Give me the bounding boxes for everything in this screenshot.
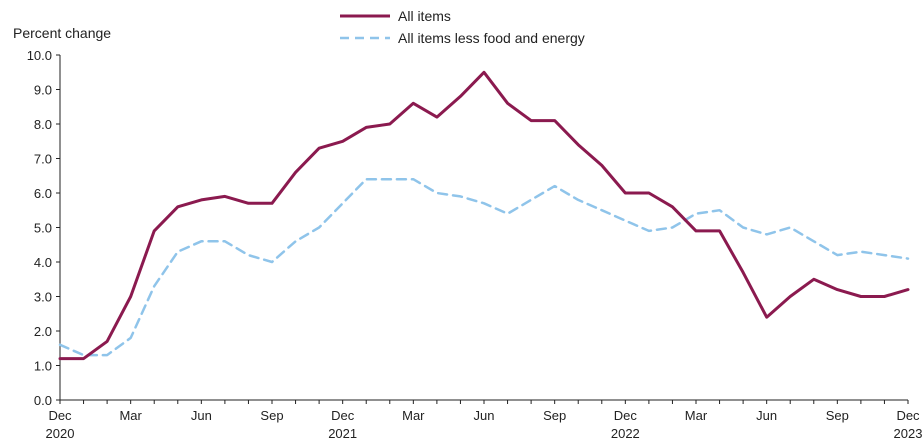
x-tick-label: Mar <box>119 408 142 423</box>
x-tick-label: Dec <box>331 408 355 423</box>
series-line-core <box>58 177 910 357</box>
x-tick-year-label: 2023 <box>894 426 923 441</box>
x-tick-label: Mar <box>402 408 425 423</box>
series-line-all-items <box>58 70 910 361</box>
x-tick-label: Jun <box>756 408 777 423</box>
x-tick-label: Dec <box>896 408 920 423</box>
x-tick-label: Dec <box>614 408 638 423</box>
y-tick-label: 5.0 <box>34 221 52 236</box>
y-tick-label: 3.0 <box>34 290 52 305</box>
y-tick-label: 8.0 <box>34 117 52 132</box>
x-tick-year-label: 2020 <box>46 426 75 441</box>
y-tick-label: 4.0 <box>34 255 52 270</box>
x-tick-label: Sep <box>543 408 566 423</box>
x-tick-label: Sep <box>826 408 849 423</box>
x-tick-label: Jun <box>474 408 495 423</box>
y-tick-label: 6.0 <box>34 186 52 201</box>
y-tick-label: 1.0 <box>34 359 52 374</box>
y-axis-label: Percent change <box>13 25 111 41</box>
x-tick-year-label: 2021 <box>328 426 357 441</box>
y-tick-label: 9.0 <box>34 83 52 98</box>
y-tick-label: 10.0 <box>27 48 52 63</box>
x-tick-label: Mar <box>685 408 708 423</box>
x-tick-year-label: 2022 <box>611 426 640 441</box>
legend-label: All items less food and energy <box>398 30 585 46</box>
y-tick-label: 0.0 <box>34 393 52 408</box>
x-tick-label: Sep <box>260 408 283 423</box>
x-tick-label: Jun <box>191 408 212 423</box>
legend-label: All items <box>398 8 451 24</box>
y-tick-label: 7.0 <box>34 152 52 167</box>
x-tick-label: Dec <box>48 408 72 423</box>
y-tick-label: 2.0 <box>34 324 52 339</box>
